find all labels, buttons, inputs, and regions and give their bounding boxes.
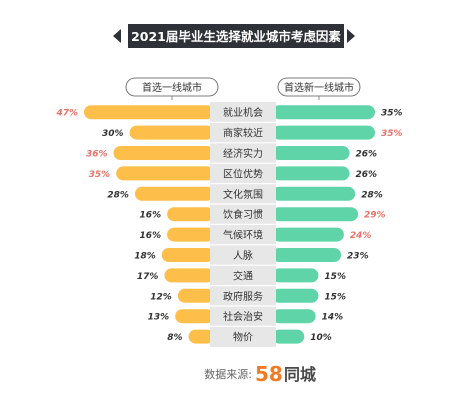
logo-number: 58 bbox=[255, 362, 283, 386]
right-bar bbox=[272, 186, 356, 201]
left-bar bbox=[84, 105, 214, 120]
left-value-label: 18% bbox=[134, 252, 156, 262]
legend-left-label: 首选一线城市 bbox=[142, 81, 202, 94]
right-bar bbox=[272, 166, 350, 181]
category-label: 商家较近 bbox=[223, 127, 263, 140]
category-cell-cover bbox=[210, 244, 276, 266]
right-bar bbox=[272, 125, 375, 140]
category-cell-cover bbox=[210, 224, 276, 245]
category-cell-cover bbox=[210, 102, 276, 123]
category-label: 物价 bbox=[233, 331, 253, 344]
right-value-label: 29% bbox=[364, 211, 386, 221]
right-value-label: 10% bbox=[310, 333, 332, 343]
left-bar bbox=[129, 125, 214, 140]
category-label: 社会治安 bbox=[223, 310, 263, 323]
chart-rows: 就业机会 47% 35% 商家较近 30% 35% 经济实力 36% 26% 区位优势 35% 26%… bbox=[55, 102, 403, 347]
right-value-label: 26% bbox=[356, 150, 378, 160]
category-label: 经济实力 bbox=[223, 147, 263, 160]
right-value-label: 24% bbox=[350, 231, 372, 241]
right-bar bbox=[272, 268, 319, 283]
right-bar bbox=[272, 309, 316, 324]
right-bar bbox=[272, 105, 375, 120]
right-bar bbox=[272, 288, 319, 303]
left-value-label: 28% bbox=[107, 190, 129, 200]
source-label: 数据来源: bbox=[204, 367, 252, 381]
title-arrow-left-icon bbox=[113, 29, 121, 43]
left-value-label: 16% bbox=[140, 211, 162, 221]
category-label: 就业机会 bbox=[223, 106, 263, 119]
right-value-label: 23% bbox=[347, 252, 369, 262]
right-value-label: 14% bbox=[322, 313, 344, 323]
title-banner: 2021届毕业生选择就业城市考虑因素 bbox=[113, 24, 355, 48]
left-bar bbox=[175, 309, 214, 324]
left-bar bbox=[167, 227, 214, 242]
right-value-label: 35% bbox=[381, 109, 403, 119]
right-bar bbox=[272, 207, 359, 222]
category-label: 气候环境 bbox=[223, 229, 263, 242]
category-cell-cover bbox=[210, 204, 276, 225]
right-value-label: 26% bbox=[356, 170, 378, 180]
category-label: 文化氛围 bbox=[223, 188, 263, 201]
left-value-label: 35% bbox=[89, 170, 111, 180]
category-cell-cover bbox=[210, 265, 276, 286]
left-value-label: 47% bbox=[55, 109, 78, 119]
logo-text: 同城 bbox=[284, 365, 316, 384]
chart-title: 2021届毕业生选择就业城市考虑因素 bbox=[131, 29, 341, 44]
left-value-label: 17% bbox=[137, 272, 159, 282]
left-bar bbox=[134, 186, 214, 201]
category-cell-cover bbox=[210, 163, 276, 184]
left-value-label: 12% bbox=[150, 292, 172, 302]
left-bar bbox=[188, 329, 214, 344]
left-value-label: 16% bbox=[140, 231, 162, 241]
category-cell-cover bbox=[210, 306, 276, 327]
title-arrow-right-icon bbox=[347, 29, 355, 43]
footer: 数据来源: 58 同城 bbox=[204, 362, 316, 386]
legend-left: 首选一线城市 bbox=[125, 77, 219, 97]
left-value-label: 36% bbox=[86, 150, 108, 160]
right-value-label: 28% bbox=[361, 190, 383, 200]
left-bar bbox=[161, 248, 214, 262]
right-value-label: 15% bbox=[324, 272, 346, 282]
category-cell-cover bbox=[210, 183, 276, 204]
brand-logo-58: 58 同城 bbox=[255, 362, 316, 386]
category-label: 政府服务 bbox=[223, 290, 263, 303]
legend-right-label: 首选新一线城市 bbox=[284, 81, 354, 94]
category-cell-cover bbox=[210, 122, 276, 143]
left-bar bbox=[116, 166, 214, 181]
right-value-label: 15% bbox=[324, 292, 346, 302]
right-value-label: 35% bbox=[381, 129, 403, 139]
legend-right: 首选新一线城市 bbox=[277, 77, 361, 97]
left-bar bbox=[164, 268, 214, 283]
left-value-label: 30% bbox=[102, 129, 124, 139]
title-banner-bg bbox=[128, 24, 344, 48]
left-bar bbox=[177, 288, 214, 303]
category-label: 交通 bbox=[233, 269, 253, 282]
right-bar bbox=[272, 227, 344, 242]
left-value-label: 8% bbox=[167, 333, 182, 343]
category-label: 人脉 bbox=[233, 249, 253, 262]
left-value-label: 13% bbox=[148, 313, 170, 323]
left-bar bbox=[167, 207, 214, 222]
category-cell-cover bbox=[210, 285, 276, 306]
category-cell-cover bbox=[210, 326, 276, 347]
category-label: 区位优势 bbox=[223, 167, 263, 180]
right-bar bbox=[272, 329, 305, 344]
category-cell-cover bbox=[210, 142, 276, 164]
category-label: 饮食习惯 bbox=[223, 208, 263, 221]
right-bar bbox=[272, 146, 350, 160]
right-bar bbox=[272, 248, 342, 262]
left-bar bbox=[113, 146, 214, 160]
